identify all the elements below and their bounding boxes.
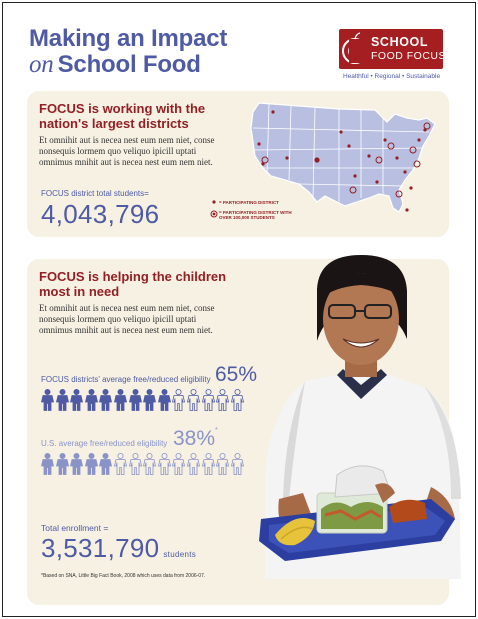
person-icon <box>84 389 98 411</box>
districts-heading-line2: nation's largest districts <box>39 116 189 131</box>
us-eligibility-label: U.S. average free/reduced eligibility <box>41 439 168 448</box>
person-icon <box>172 453 186 475</box>
focus-eligibility-pct: 65% <box>215 363 258 386</box>
person-icon <box>99 453 113 475</box>
logo-text-food-focus: FOOD FOCUS <box>371 50 443 62</box>
legend-participating: = PARTICIPATING DISTRICT <box>219 200 279 205</box>
us-eligibility-pct: 38%* <box>173 427 218 451</box>
person-icon <box>84 453 98 475</box>
enrollment-value: 3,531,790 students <box>41 533 196 564</box>
logo-text-school: SCHOOL <box>371 35 429 49</box>
person-icon <box>172 389 186 411</box>
district-students-value: 4,043,796 <box>41 199 160 229</box>
enrollment-label: Total enrollment = <box>41 523 109 533</box>
person-icon <box>201 389 215 411</box>
focus-eligibility-label: FOCUS districts' average free/reduced el… <box>41 375 211 384</box>
districts-heading-line1: FOCUS is working with the <box>39 101 206 116</box>
person-icon <box>186 453 200 475</box>
footnote: *Based on SNA, Little Big Fact Book, 200… <box>41 573 206 579</box>
legend-ring-icon <box>210 210 218 218</box>
person-icon <box>216 453 230 475</box>
children-heading-line1: FOCUS is helping the children <box>39 269 227 284</box>
person-icon <box>186 389 200 411</box>
person-icon <box>143 389 157 411</box>
page-title-line1: Making an Impact <box>29 25 228 52</box>
legend-dot-icon <box>212 200 216 204</box>
enrollment-number: 3,531,790 <box>41 533 160 563</box>
enrollment-unit: students <box>163 550 197 559</box>
person-icon <box>113 389 127 411</box>
student-with-lunch-tray-photo <box>259 255 461 579</box>
person-icon <box>157 389 171 411</box>
logo-tagline: Healthful • Regional • Sustainable <box>343 73 441 80</box>
page-title-line2: on School Food <box>29 51 201 79</box>
legend-large-line1: = PARTICIPATING DISTRICT WITH <box>219 210 292 215</box>
person-icon <box>70 389 84 411</box>
focus-eligibility-pictogram <box>41 389 244 411</box>
person-icon <box>55 389 69 411</box>
person-icon <box>128 453 142 475</box>
school-food-focus-logo: SCHOOL FOOD FOCUS <box>339 29 443 69</box>
person-icon <box>99 389 113 411</box>
us-pct-footnote-mark: * <box>215 427 218 434</box>
person-icon <box>143 453 157 475</box>
title-on-word: on <box>29 51 54 78</box>
person-icon <box>128 389 142 411</box>
person-icon <box>41 453 54 475</box>
legend-large-line2: OVER 100,000 STUDENTS <box>219 215 275 220</box>
person-icon <box>157 453 171 475</box>
person-icon <box>230 389 244 411</box>
district-students-label: FOCUS district total students= <box>41 189 149 198</box>
districts-body-text: Et omnihit aut is necea nest eum nem nie… <box>39 135 215 167</box>
children-body-text: Et omnihit aut is necea nest eum nem nie… <box>39 303 215 335</box>
person-icon <box>113 453 127 475</box>
children-heading-line2: most in need <box>39 284 120 299</box>
children-heading: FOCUS is helping the children most in ne… <box>39 269 226 299</box>
us-eligibility-pictogram <box>41 453 244 475</box>
us-map <box>250 102 436 213</box>
person-icon <box>55 453 69 475</box>
legend-large-district: = PARTICIPATING DISTRICT WITH OVER 100,0… <box>219 210 292 220</box>
title-school-food: School Food <box>57 51 201 78</box>
person-icon <box>201 453 215 475</box>
apple-swirl-icon <box>342 32 369 64</box>
person-icon <box>41 389 54 411</box>
person-icon <box>70 453 84 475</box>
us-pct-value: 38% <box>173 427 216 450</box>
person-icon <box>230 453 244 475</box>
person-icon <box>216 389 230 411</box>
districts-heading: FOCUS is working with the nation's large… <box>39 101 205 131</box>
